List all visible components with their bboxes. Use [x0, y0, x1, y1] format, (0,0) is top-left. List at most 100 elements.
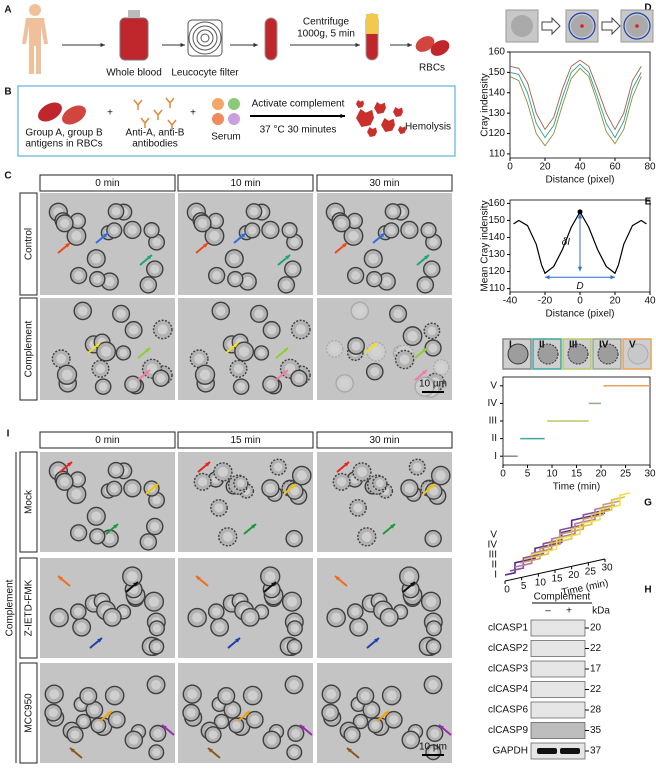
- y-tick-label: 120: [488, 128, 505, 139]
- lysed-cell: [356, 109, 374, 127]
- x-axis-label: Time (min): [553, 482, 600, 493]
- arrow-head: [390, 524, 395, 529]
- arrow-head: [97, 638, 102, 643]
- serum-icon: [212, 113, 224, 125]
- cell-center: [265, 225, 276, 235]
- cell-center: [198, 477, 208, 487]
- cell-center: [254, 309, 264, 319]
- lysed-cell: [398, 126, 406, 134]
- x-tick-label: 20: [568, 570, 580, 581]
- cell-center: [78, 306, 88, 316]
- cell-center: [266, 379, 276, 389]
- cell-center: [93, 274, 102, 284]
- cell-center: [231, 274, 240, 284]
- cell-center: [76, 622, 87, 632]
- cell-center: [227, 705, 237, 715]
- x-tick-label: 5: [521, 581, 527, 592]
- stage-thumbnail-label: II: [539, 340, 545, 351]
- arrow-head: [410, 582, 415, 587]
- cell-center: [339, 378, 350, 389]
- x-tick-label: 30: [644, 469, 656, 480]
- arrow-head: [285, 255, 290, 260]
- label: kDa: [592, 606, 610, 617]
- stage-cell: [597, 343, 619, 365]
- cell-center: [157, 324, 168, 335]
- y-tick-label: 150: [488, 215, 505, 226]
- data-line: [509, 63, 642, 139]
- stage-thumbnail-label: I: [509, 340, 512, 351]
- cell-center: [420, 280, 430, 290]
- row-header: [19, 297, 38, 401]
- x-tick-label: -40: [503, 296, 518, 307]
- label: 37 °C 30 minutes: [260, 125, 337, 136]
- blood-bag: [119, 17, 149, 61]
- blot: [530, 619, 586, 637]
- y-tick-label: 130: [488, 249, 505, 260]
- cell-center: [412, 462, 422, 472]
- cell-center: [265, 483, 276, 493]
- cell-center: [370, 274, 379, 284]
- kda-label: 17: [590, 664, 602, 675]
- x-tick-label: 30: [601, 563, 613, 574]
- cell-center: [48, 708, 58, 718]
- label: Centrifuge: [303, 17, 350, 28]
- x-tick-label: 10: [535, 577, 547, 588]
- arrow-head: [374, 638, 379, 643]
- panel-letter: D: [644, 3, 651, 14]
- cell-center: [257, 607, 266, 616]
- arrow-head: [145, 348, 150, 353]
- x-tick-label: 20: [595, 469, 607, 480]
- cell-center: [83, 691, 93, 701]
- stage-cell: [537, 343, 559, 365]
- cell-center: [107, 612, 118, 623]
- arrow-head: [422, 348, 427, 353]
- x-tick-label: 5: [525, 469, 531, 480]
- cell-center: [267, 325, 277, 335]
- trace: [529, 492, 631, 556]
- cell-center: [353, 622, 364, 632]
- cell-center: [150, 522, 160, 531]
- cell-center: [427, 326, 437, 336]
- cell-center: [238, 346, 250, 357]
- blot: [530, 660, 586, 678]
- serum-icon: [228, 98, 240, 110]
- row-header-text: Complement: [24, 320, 35, 377]
- panel-letter: H: [644, 585, 651, 596]
- cell-center: [116, 309, 126, 319]
- row-header-text: MCC950: [24, 693, 35, 733]
- cell-center: [430, 729, 440, 738]
- arrow-head: [384, 711, 389, 716]
- stage-cell: [507, 343, 529, 365]
- blot-label: clCASP9: [488, 725, 528, 736]
- plus: +: [107, 108, 113, 119]
- band: [560, 748, 580, 754]
- stage-cell: [627, 343, 649, 365]
- cell-center: [350, 216, 359, 226]
- rbc-icon: [38, 102, 62, 122]
- cell-center: [152, 624, 161, 633]
- profile-ring: [623, 12, 651, 40]
- cell-center: [356, 717, 365, 726]
- blot-label: clCASP4: [488, 684, 528, 695]
- cell-center: [98, 382, 108, 391]
- arrow-head: [340, 113, 345, 119]
- cell-center: [285, 226, 294, 235]
- cell-center: [110, 226, 119, 235]
- annotation: D: [576, 281, 583, 292]
- arrow-head: [162, 725, 167, 730]
- panel-b-frame: [17, 85, 456, 157]
- cell-center: [375, 479, 384, 488]
- cell-center: [212, 607, 221, 616]
- blot-label: GAPDH: [492, 746, 528, 757]
- blood-bag-top: [128, 10, 140, 18]
- arrow-head: [107, 711, 112, 716]
- cell-center: [437, 363, 446, 372]
- cell-center: [208, 730, 218, 740]
- cell-center: [290, 237, 299, 247]
- arrow-head: [180, 42, 185, 48]
- blot-label: clCASP1: [488, 623, 528, 634]
- label: +: [566, 606, 572, 617]
- stage-label: III: [489, 416, 497, 427]
- row-header: [19, 192, 38, 296]
- arrow-head: [355, 42, 360, 48]
